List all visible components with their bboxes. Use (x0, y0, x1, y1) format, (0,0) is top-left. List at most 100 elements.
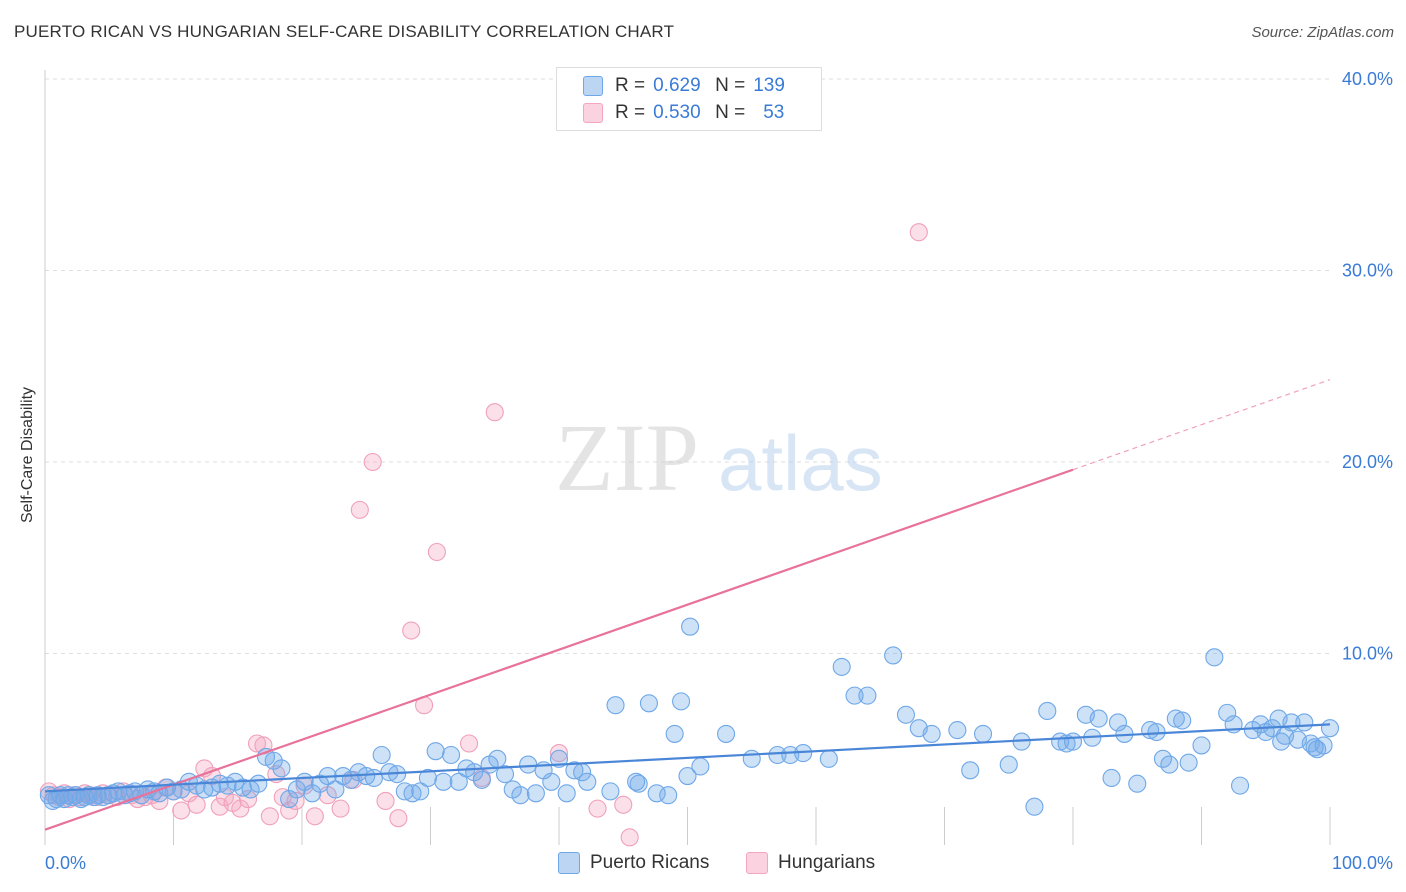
y-tick-label: 20.0% (1342, 452, 1393, 472)
data-point-puerto-ricans (449, 772, 468, 791)
data-point-puerto-ricans (565, 761, 584, 780)
data-point-puerto-ricans (557, 784, 576, 803)
data-point-puerto-ricans (249, 774, 268, 793)
data-point-puerto-ricans (1192, 736, 1211, 755)
gridlines (45, 78, 1330, 654)
data-point-hungarians (614, 795, 633, 814)
data-point-hungarians (286, 791, 305, 811)
data-point-puerto-ricans (287, 780, 306, 799)
data-point-hungarians (305, 807, 324, 826)
data-point-puerto-ricans (1128, 774, 1147, 793)
trend-lines (44, 379, 1331, 831)
data-point-puerto-ricans (659, 786, 678, 805)
data-point-puerto-ricans (1160, 755, 1179, 774)
legend-item-hungarians[interactable]: Hungarians (746, 852, 875, 874)
data-point-puerto-ricans (672, 692, 691, 711)
data-point-hungarians (376, 791, 395, 811)
data-point-puerto-ricans (1272, 732, 1291, 751)
data-point-puerto-ricans (768, 745, 787, 765)
data-point-puerto-ricans (280, 789, 299, 809)
data-point-puerto-ricans (948, 721, 967, 740)
data-point-puerto-ricans (303, 784, 322, 803)
data-point-hungarians (172, 801, 191, 820)
legend-row-hungarians: R = 0.530 N = 53 (583, 101, 784, 125)
data-point-puerto-ricans (884, 646, 903, 665)
legend-r-value: 0.530 (653, 102, 701, 123)
watermark: ZIP atlas (555, 404, 883, 511)
data-point-puerto-ricans (264, 751, 283, 770)
data-point-puerto-ricans (922, 724, 941, 743)
data-point-puerto-ricans (526, 784, 545, 803)
data-point-puerto-ricans (1108, 713, 1128, 732)
data-point-hungarians (402, 621, 421, 640)
x-tick-label: 100.0% (1332, 853, 1393, 873)
data-point-puerto-ricans (691, 757, 710, 776)
trend-line-puerto-ricans (44, 723, 1331, 793)
legend-n-value: 53 (763, 102, 785, 123)
data-point-hungarians (363, 452, 382, 472)
data-point-hungarians (331, 799, 350, 818)
data-point-puerto-ricans (549, 749, 569, 768)
data-point-puerto-ricans (272, 759, 291, 778)
data-point-puerto-ricans (1320, 719, 1340, 738)
legend-label: Puerto Ricans (590, 852, 710, 873)
data-point-puerto-ricans (1205, 648, 1224, 667)
data-point-puerto-ricans (519, 755, 538, 774)
data-point-puerto-ricans (495, 765, 515, 784)
legend-swatch-blue (558, 852, 580, 874)
axes (44, 70, 1331, 845)
y-tick-label: 10.0% (1342, 644, 1393, 664)
legend-r-label: R = (615, 75, 646, 96)
data-point-hungarians (389, 809, 408, 828)
data-point-puerto-ricans (1218, 703, 1237, 722)
data-point-hungarians (187, 795, 206, 814)
data-point-puerto-ricans (426, 742, 445, 761)
legend-n-value: 139 (753, 75, 785, 96)
data-point-hungarians (350, 500, 369, 519)
data-point-puerto-ricans (1295, 713, 1314, 732)
data-point-puerto-ricans (639, 694, 659, 713)
y-axis-label: Self-Care Disability (19, 386, 36, 524)
chart-title: PUERTO RICAN VS HUNGARIAN SELF-CARE DISA… (14, 22, 675, 41)
data-point-puerto-ricans (678, 767, 697, 786)
legend-n-label: N = (715, 102, 746, 123)
trend-line-hungarians (44, 468, 1074, 831)
legend-swatch-pink (583, 103, 603, 123)
legend-label: Hungarians (778, 852, 876, 873)
legend-item-puerto-ricans[interactable]: Puerto Ricans (558, 852, 709, 874)
stats-legend: R = 0.629 N = 139 R = 0.530 N = 53 (556, 67, 822, 131)
data-point-hungarians (549, 744, 569, 763)
data-point-hungarians (909, 223, 928, 242)
x-tick-label: 0.0% (45, 853, 86, 873)
data-point-puerto-ricans (1173, 711, 1192, 730)
data-point-puerto-ricans (627, 772, 646, 791)
data-point-puerto-ricans (606, 696, 625, 715)
data-point-hungarians (231, 799, 250, 818)
legend-n-label: N = (715, 75, 746, 96)
data-point-puerto-ricans (488, 749, 507, 768)
data-point-puerto-ricans (1314, 736, 1333, 755)
data-point-puerto-ricans (601, 782, 620, 801)
data-point-puerto-ricans (845, 686, 864, 705)
source-label: Source: ZipAtlas.com (1251, 24, 1394, 41)
data-point-puerto-ricans (372, 745, 391, 765)
data-point-puerto-ricans (629, 774, 648, 793)
data-point-puerto-ricans (511, 786, 530, 805)
data-point-puerto-ricans (858, 686, 877, 705)
watermark-atlas: atlas (718, 419, 883, 507)
data-point-puerto-ricans (1089, 709, 1108, 728)
data-point-puerto-ricans (819, 749, 838, 768)
data-point-puerto-ricans (434, 772, 453, 791)
data-point-hungarians (260, 807, 279, 826)
data-point-puerto-ricans (403, 784, 422, 803)
data-point-puerto-ricans (999, 755, 1018, 774)
data-point-hungarians (620, 828, 639, 847)
trend-line-hungarians-extrapolated (1072, 379, 1331, 471)
data-point-hungarians (459, 734, 479, 753)
data-point-puerto-ricans (472, 770, 491, 789)
data-point-puerto-ricans (1038, 701, 1057, 721)
data-point-puerto-ricans (665, 724, 684, 743)
series-puerto-ricans (39, 617, 1340, 816)
series-legend: Puerto Ricans Hungarians (0, 852, 1406, 878)
data-point-puerto-ricans (973, 724, 993, 743)
